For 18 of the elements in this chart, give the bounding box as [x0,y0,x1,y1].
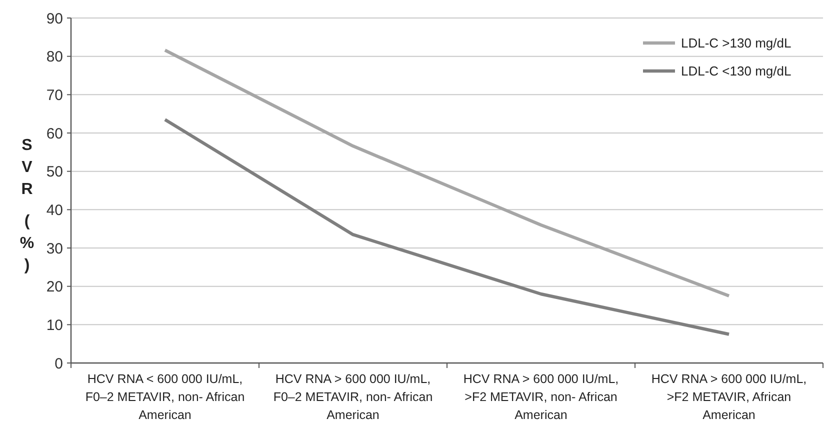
y-tick-label: 20 [46,278,63,296]
x-tick-label: HCV RNA > 600 000 IU/mL, F0–2 METAVIR, non- African American [273,372,433,422]
y-tick-label: 90 [46,10,63,28]
y-tick-label: 0 [54,355,63,372]
legend-label: LDL-C >130 mg/dL [681,36,792,51]
x-tick-label: HCV RNA > 600 000 IU/mL, >F2 METAVIR, non- African American [463,372,619,422]
y-tick-label: 50 [46,164,63,181]
legend-label: LDL-C <130 mg/dL [681,64,792,79]
y-tick-label: 70 [46,86,63,104]
y-tick-label: 30 [46,240,63,258]
y-tick-label: 60 [46,125,63,142]
y-tick-label: 40 [46,202,63,219]
y-tick-label: 80 [46,48,63,66]
x-tick-label: HCV RNA < 600 000 IU/mL, F0–2 METAVIR, non- African American [85,372,245,422]
x-tick-label: HCV RNA > 600 000 IU/mL, >F2 METAVIR, African American [651,372,807,422]
y-tick-label: 10 [46,316,63,334]
y-axis-title: SVR (%) [20,137,34,274]
line-series [163,118,731,336]
